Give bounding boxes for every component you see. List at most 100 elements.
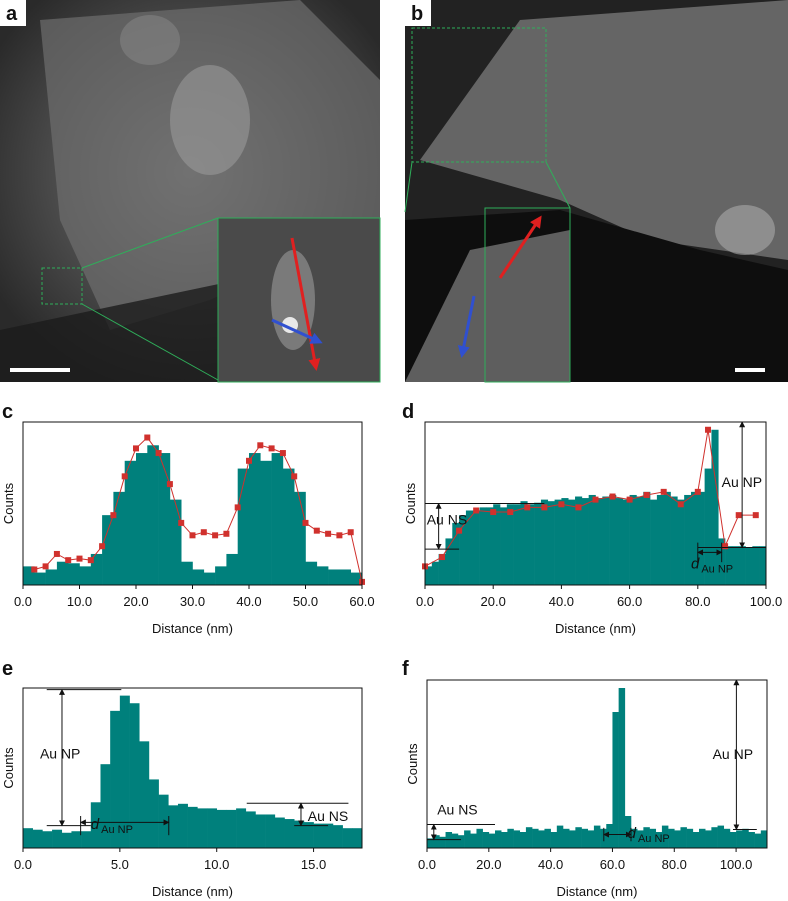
histogram-bar	[216, 809, 227, 848]
histogram-bar	[147, 445, 159, 585]
histogram-bar	[274, 817, 285, 848]
x-tick-label: 30.0	[180, 594, 205, 609]
annotation-text: d	[691, 556, 700, 573]
histogram-bar	[323, 823, 334, 848]
micrograph-b	[404, 0, 788, 383]
x-tick-label: 10.0	[67, 594, 92, 609]
histogram-bar	[561, 498, 569, 585]
annotation-text: Au NP	[40, 745, 80, 761]
profile-point	[325, 530, 332, 537]
histogram-bar	[158, 794, 169, 848]
annotation-subscript: Au NP	[701, 564, 733, 576]
panel-label: d	[402, 401, 414, 423]
histogram-bar	[316, 566, 329, 585]
histogram-bar	[661, 825, 669, 848]
histogram-bar	[226, 553, 238, 585]
histogram-bar	[506, 504, 514, 585]
histogram-bar	[23, 828, 33, 848]
histogram-bar	[569, 830, 576, 848]
histogram-bar	[197, 808, 208, 848]
histogram-bar	[717, 825, 725, 848]
histogram-bar	[677, 499, 685, 585]
x-tick-label: 60.0	[349, 594, 374, 609]
histogram-bar	[575, 496, 583, 585]
annotation-subscript: Au NP	[101, 824, 133, 836]
histogram-bar	[752, 546, 760, 585]
histogram-bar	[568, 499, 576, 585]
histogram-bar	[352, 828, 363, 848]
histogram-bar	[745, 547, 753, 585]
annotation: Au NP	[713, 746, 753, 762]
histogram-bar	[139, 741, 150, 848]
histogram-bar	[663, 491, 671, 585]
histogram-bar	[723, 828, 731, 848]
histogram-bar	[612, 712, 619, 848]
profile-point	[166, 481, 173, 488]
histogram-bar	[100, 764, 111, 848]
histogram-bar	[52, 829, 63, 848]
histogram-bar	[237, 468, 250, 585]
profile-point	[626, 496, 633, 503]
histogram-bar	[538, 830, 545, 848]
chart: 0.0 5.0 10.0 15.0 Distance (nm) Counts e Au NP A…	[1, 658, 363, 899]
histogram-bar	[284, 819, 295, 848]
histogram-bar	[500, 507, 508, 585]
histogram-bar	[425, 566, 433, 585]
profile-line	[34, 436, 363, 583]
histogram-bar	[42, 831, 53, 848]
histogram-bar	[575, 827, 582, 848]
x-tick-label: 40.0	[538, 857, 563, 872]
histogram-bar	[265, 814, 276, 848]
histogram-bar	[476, 828, 483, 848]
x-tick-label: 20.0	[476, 857, 501, 872]
histogram-bar	[488, 833, 496, 848]
histogram-bar	[587, 830, 595, 848]
histogram-bar	[294, 820, 305, 848]
histogram-bar	[636, 496, 644, 585]
profile-point	[347, 529, 354, 536]
panel-label: c	[2, 401, 13, 423]
histogram-bar	[158, 453, 171, 585]
profile-point	[53, 550, 60, 557]
histogram-bar	[71, 831, 82, 848]
profile-point	[473, 507, 480, 514]
profile-point	[155, 450, 162, 457]
profile-point	[660, 488, 667, 495]
annotation-text: Au NS	[437, 801, 477, 817]
profile-point	[110, 512, 117, 519]
panel-label: f	[402, 658, 409, 680]
profile-point	[234, 504, 241, 511]
histogram-bar	[742, 828, 749, 848]
chart: 0.0 20.0 40.0 60.0 80.0 100.0 Distance (nm) Cou…	[402, 658, 768, 899]
profile-point	[524, 504, 531, 511]
histogram-bar	[113, 491, 125, 585]
histogram-bar	[439, 836, 446, 848]
plot-frame	[22, 687, 363, 849]
x-tick-label: 0.0	[416, 594, 434, 609]
histogram-bar	[339, 569, 351, 585]
x-axis-label: Distance (nm)	[152, 621, 233, 636]
histogram-bar	[595, 498, 603, 585]
histogram-bar	[736, 830, 743, 848]
histogram-bar	[674, 830, 681, 848]
histogram-bar	[544, 828, 551, 848]
histogram-bar	[479, 507, 487, 585]
panel-label: b	[411, 3, 423, 25]
profile-point	[246, 457, 252, 464]
histogram-bar	[457, 835, 465, 848]
profile-point	[694, 488, 701, 495]
y-axis-label: Counts	[1, 482, 16, 524]
histogram-bar	[203, 572, 216, 585]
profile-point	[558, 501, 565, 508]
histogram-bar	[668, 828, 675, 848]
histogram-bar	[452, 522, 460, 585]
histogram-bar	[465, 510, 474, 585]
annotation-text: d	[628, 825, 637, 842]
histogram-bar	[697, 491, 705, 585]
x-tick-label: 20.0	[481, 594, 506, 609]
histogram-bar	[255, 814, 266, 848]
histogram-bar	[731, 546, 740, 585]
histogram-bar	[759, 546, 767, 585]
histogram-bar	[655, 832, 663, 848]
histogram-bar	[754, 833, 762, 848]
